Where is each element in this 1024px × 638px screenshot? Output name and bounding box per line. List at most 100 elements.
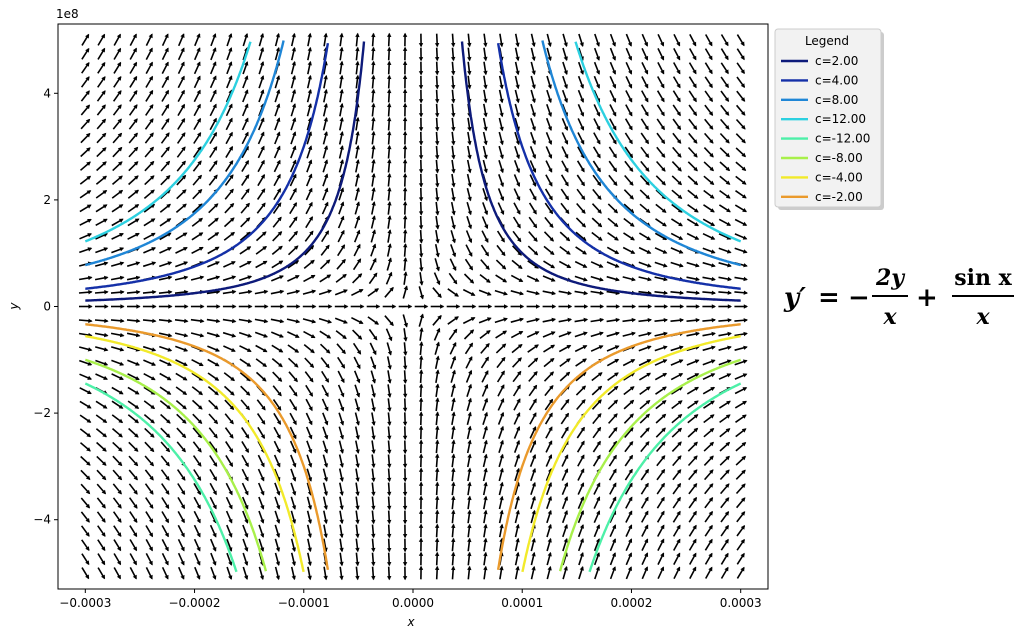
field-arrow <box>223 231 235 241</box>
field-arrow <box>510 330 524 339</box>
field-arrow <box>543 260 556 269</box>
field-arrow <box>577 482 585 495</box>
field-arrow <box>451 61 456 76</box>
field-arrow <box>371 510 376 525</box>
solution-curve-left-c--8-00 <box>84 358 268 572</box>
field-arrow <box>718 290 732 295</box>
field-arrow <box>670 232 684 241</box>
field-arrow <box>591 372 603 382</box>
field-arrow <box>560 174 569 187</box>
field-arrow <box>435 187 440 202</box>
field-arrow <box>640 104 649 117</box>
field-arrow <box>274 32 280 47</box>
equation-plus: + <box>916 283 938 313</box>
field-arrow <box>351 316 364 325</box>
field-arrow <box>353 370 361 384</box>
field-arrow <box>640 441 650 453</box>
field-arrow <box>688 62 697 75</box>
field-arrow <box>159 386 172 395</box>
field-arrow <box>270 331 284 338</box>
field-arrow <box>625 538 633 552</box>
field-arrow <box>577 468 585 481</box>
field-arrow <box>671 189 683 200</box>
field-arrow <box>435 117 440 132</box>
field-arrow <box>371 116 376 131</box>
field-arrow <box>370 356 377 370</box>
field-arrow <box>79 373 92 380</box>
field-arrow <box>655 386 667 395</box>
field-arrow <box>128 132 138 144</box>
field-arrow <box>270 304 285 309</box>
field-arrow <box>226 75 233 89</box>
field-arrow <box>483 47 488 62</box>
field-arrow <box>94 346 109 352</box>
field-arrow <box>238 304 253 309</box>
field-arrow <box>159 400 171 410</box>
field-arrow <box>128 469 138 481</box>
field-arrow <box>97 553 106 566</box>
field-arrow <box>718 247 732 254</box>
field-arrow <box>96 483 107 495</box>
field-arrow <box>209 496 217 510</box>
field-arrow <box>718 345 732 351</box>
field-arrow <box>654 232 668 241</box>
field-arrow <box>289 187 297 201</box>
field-arrow <box>129 33 137 46</box>
field-arrow <box>225 131 233 145</box>
field-arrow <box>512 216 521 229</box>
field-arrow <box>192 189 203 200</box>
field-arrow <box>290 46 296 61</box>
field-arrow <box>303 259 315 270</box>
field-arrow <box>95 204 108 213</box>
field-arrow <box>112 132 123 144</box>
field-arrow <box>303 330 316 339</box>
field-arrow <box>736 566 745 579</box>
field-arrow <box>94 332 109 338</box>
field-arrow <box>434 258 440 272</box>
field-arrow <box>371 102 376 117</box>
field-arrow <box>128 104 138 116</box>
field-arrow <box>562 75 568 89</box>
field-arrow <box>239 260 252 268</box>
field-arrow <box>96 469 107 481</box>
field-arrow <box>577 132 585 145</box>
field-arrow <box>494 317 508 324</box>
field-arrow <box>450 230 456 244</box>
field-arrow <box>286 304 301 309</box>
field-arrow <box>704 510 714 523</box>
field-arrow <box>144 132 154 144</box>
field-arrow <box>338 398 345 412</box>
field-arrow <box>545 117 552 131</box>
field-arrow <box>113 567 121 580</box>
field-arrow <box>465 356 473 369</box>
field-arrow <box>111 400 124 409</box>
field-arrow <box>370 384 376 398</box>
field-arrow <box>403 384 408 398</box>
field-arrow <box>371 201 376 215</box>
field-arrow <box>704 62 713 75</box>
field-arrow <box>175 359 188 367</box>
field-arrow <box>337 229 345 243</box>
field-arrow <box>638 304 653 309</box>
field-arrow <box>97 525 106 537</box>
field-arrow <box>418 495 424 510</box>
field-arrow <box>414 304 429 309</box>
field-arrow <box>544 188 553 201</box>
field-arrow <box>545 160 553 173</box>
field-arrow <box>209 468 218 482</box>
field-arrow <box>290 32 296 47</box>
field-arrow <box>145 89 154 102</box>
solution-curve-right-c--8-00 <box>558 358 742 572</box>
field-arrow <box>673 552 681 565</box>
field-arrow <box>593 104 601 117</box>
field-arrow <box>272 385 282 397</box>
field-arrow <box>639 386 651 396</box>
field-arrow <box>575 358 587 367</box>
field-arrow <box>498 131 504 146</box>
field-arrow <box>258 496 265 510</box>
field-arrow <box>306 440 313 454</box>
field-arrow <box>450 369 456 383</box>
x-tick-label: 0.0001 <box>501 596 543 610</box>
field-arrow <box>191 203 203 214</box>
field-arrow <box>222 304 237 309</box>
